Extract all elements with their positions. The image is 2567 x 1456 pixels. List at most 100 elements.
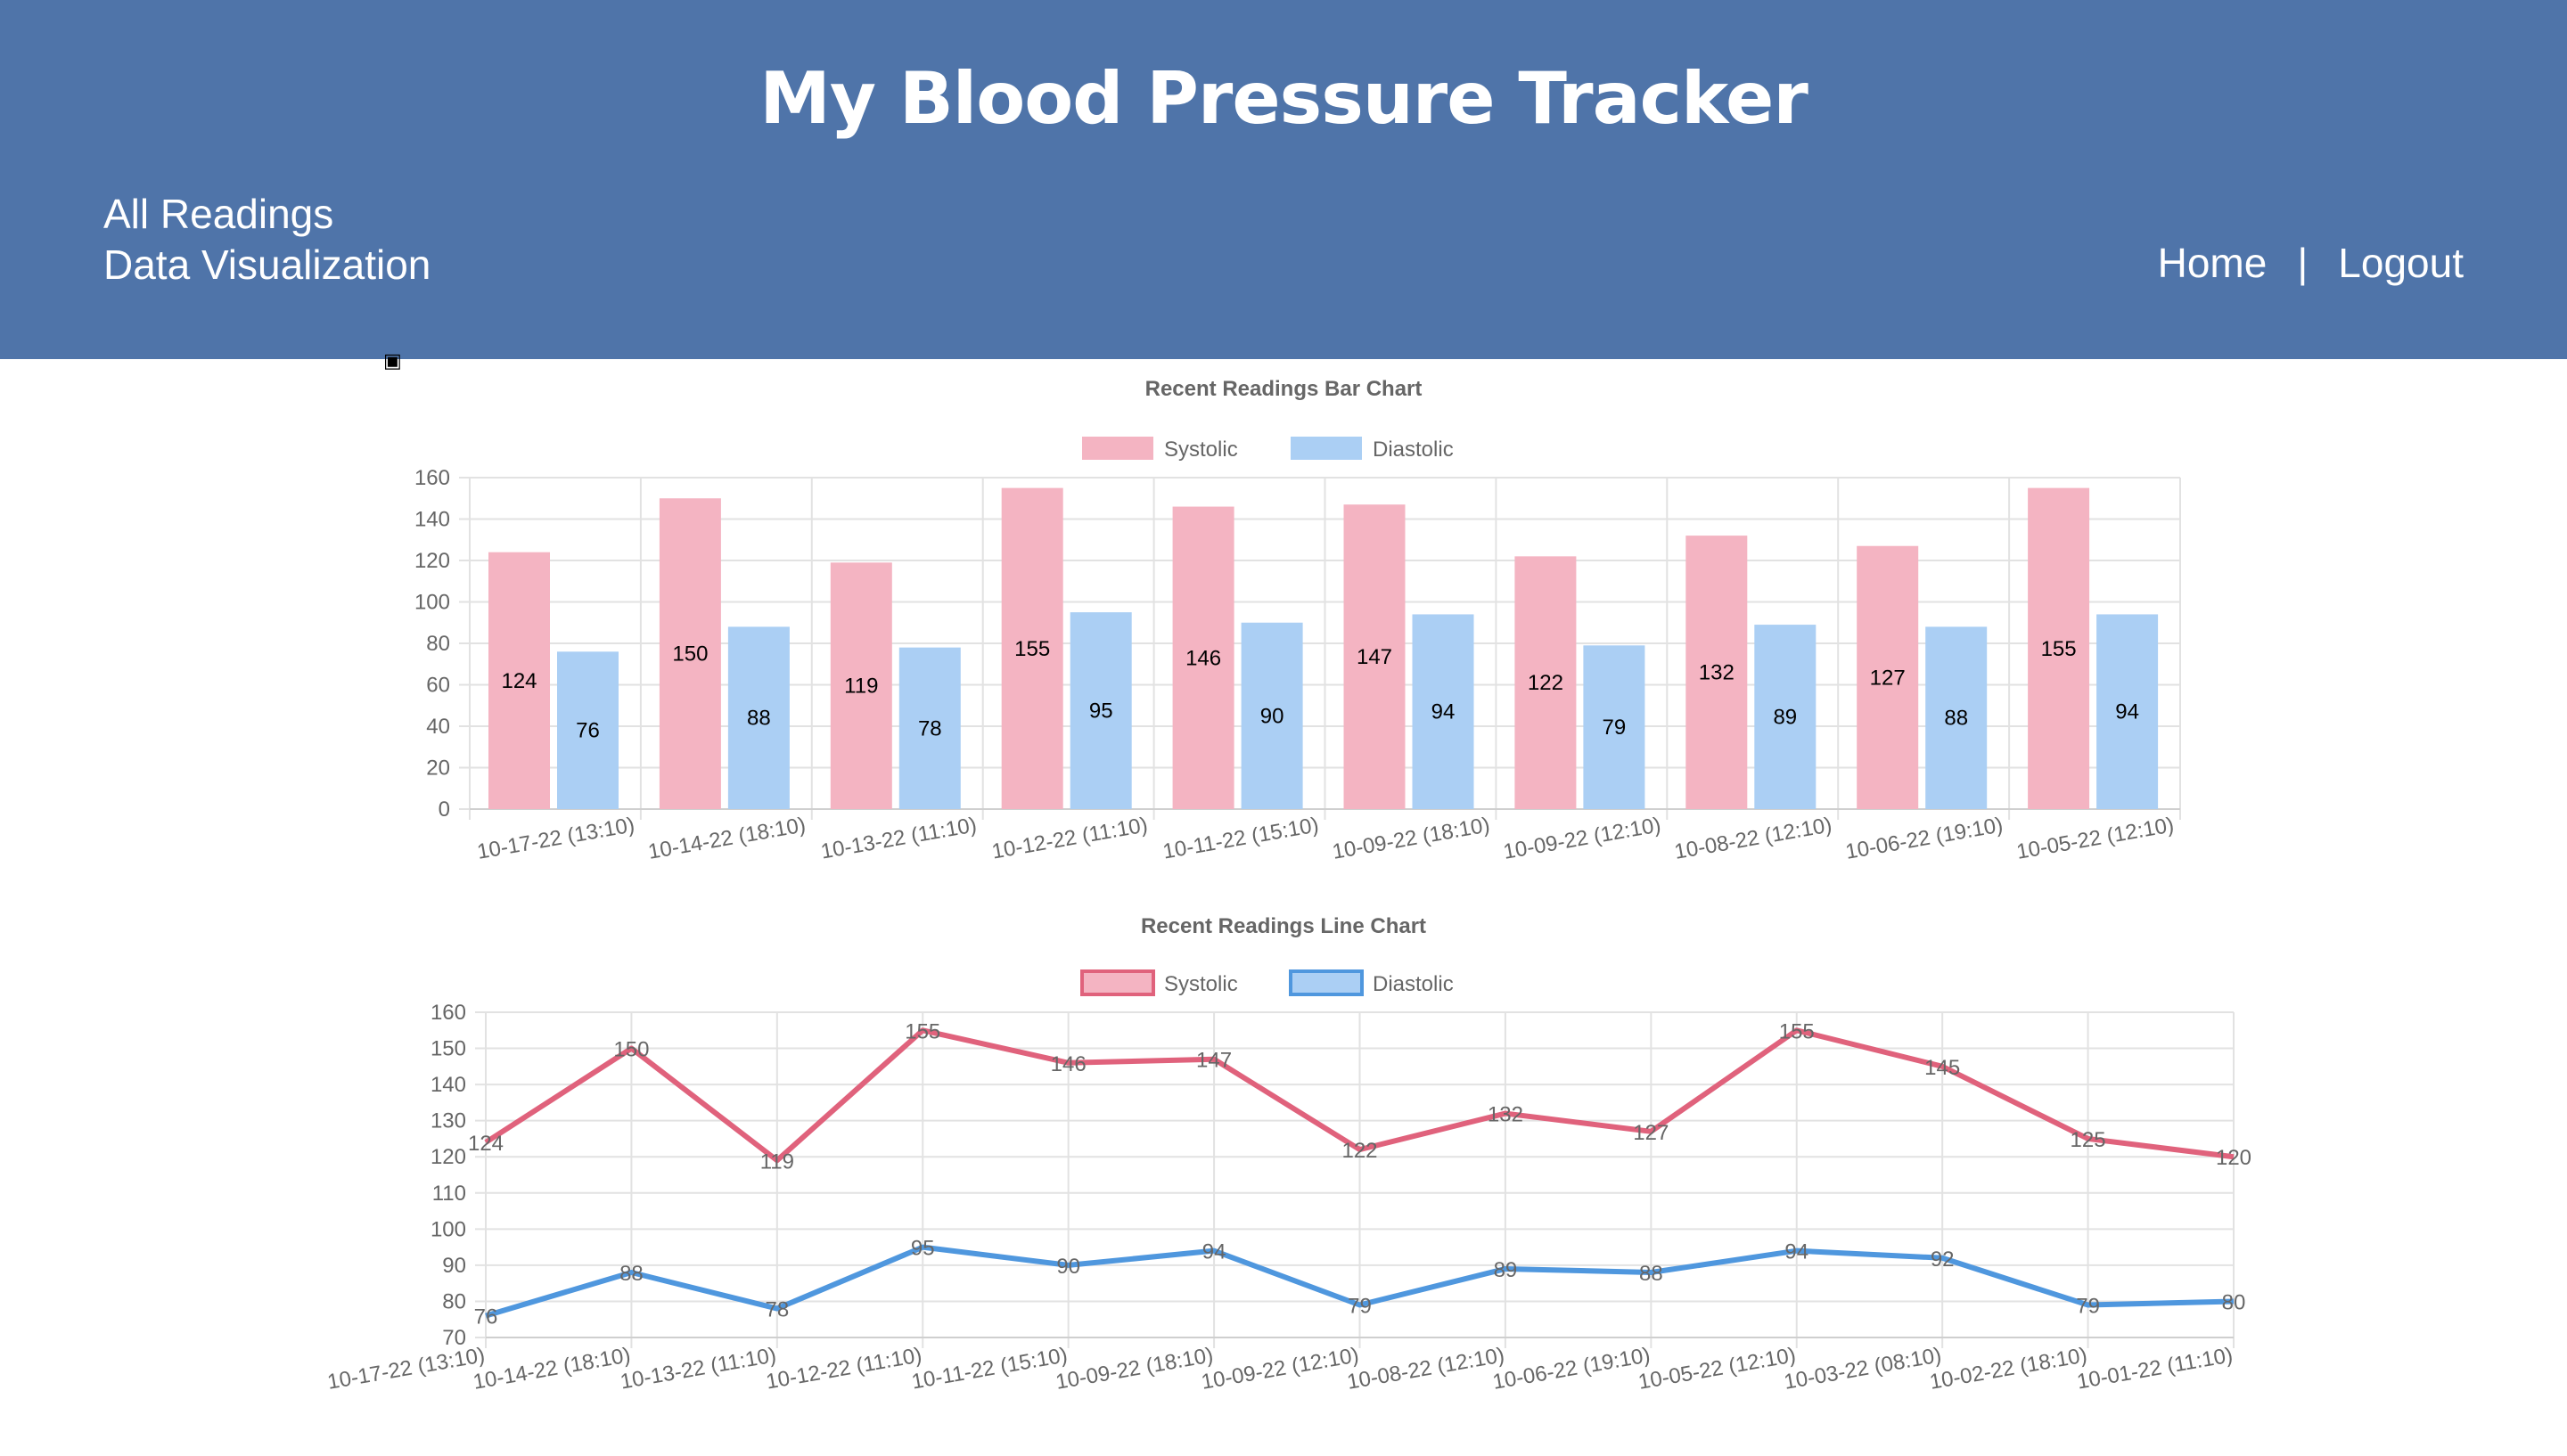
bar-diastolic [1925,626,1988,809]
bar-value-label-diastolic: 78 [918,716,942,740]
point-value-label-systolic: 132 [1488,1103,1523,1127]
bar-diastolic [1070,612,1132,809]
point-value-label-systolic: 150 [613,1038,649,1062]
bar-diastolic [1241,622,1303,809]
legend-swatch-diastolic [1289,969,1364,996]
legend-label-systolic: Systolic [1164,972,1238,996]
point-value-label-diastolic: 78 [765,1298,789,1322]
bar-value-label-diastolic: 89 [1773,706,1797,730]
bar-systolic [1685,536,1748,809]
point-value-label-systolic: 124 [468,1132,504,1156]
x-tick-label: 10-05-22 (12:10) [1636,1343,1798,1395]
x-tick-label: 10-06-22 (19:10) [1491,1343,1653,1395]
nav-link-home[interactable]: Home [2157,240,2268,286]
bar-value-label-systolic: 132 [1699,661,1735,685]
x-tick-label: 10-17-22 (13:10) [475,813,636,864]
legend-label-diastolic: Diastolic [1373,972,1454,996]
bar-value-label-systolic: 122 [1528,671,1563,695]
point-value-label-diastolic: 89 [1494,1258,1518,1282]
bar-systolic [659,498,721,809]
bar-diastolic [1754,625,1817,809]
point-value-label-diastolic: 80 [2222,1290,2246,1314]
x-tick-label: 10-13-22 (11:10) [619,1343,778,1394]
bar-chart-title: Recent Readings Bar Chart [1145,377,1423,401]
bar-diastolic [898,647,961,809]
bar-systolic [1172,506,1234,809]
point-value-label-diastolic: 94 [1784,1240,1808,1264]
line-chart-title: Recent Readings Line Chart [1141,914,1426,938]
x-tick-label: 10-09-22 (12:10) [1200,1343,1361,1395]
point-value-label-diastolic: 79 [2076,1295,2100,1319]
x-tick-label: 10-01-22 (11:10) [2075,1343,2235,1394]
bar-diastolic [557,651,619,809]
line-series-diastolic [485,1244,2235,1319]
x-tick-label: 10-09-22 (18:10) [1331,813,1492,864]
bar-diastolic [1412,614,1474,809]
legend-label-diastolic: Diastolic [1373,438,1454,462]
nav-link-logout[interactable]: Logout [2338,240,2464,286]
nav-link-data-visualization[interactable]: Data Visualization [103,241,431,288]
x-tick-label: 10-08-22 (12:10) [1345,1343,1506,1395]
broken-image-icon: ▣ [383,349,402,372]
x-tick-label: 10-13-22 (11:10) [819,813,979,863]
y-tick-label: 20 [426,757,450,781]
bar-value-label-systolic: 127 [1870,666,1906,690]
bar-value-label-systolic: 150 [672,642,708,667]
y-tick-label: 140 [414,508,450,532]
x-tick-label: 10-11-22 (15:10) [910,1343,1070,1394]
y-tick-label: 140 [431,1073,466,1097]
x-tick-label: 10-17-22 (13:10) [325,1343,487,1395]
x-tick-label: 10-12-22 (11:10) [764,1343,923,1394]
bar-diastolic [2096,614,2159,809]
bar-systolic [1001,487,1063,809]
legend-swatch-diastolic [1291,437,1362,460]
x-tick-label: 10-02-22 (18:10) [1928,1343,2089,1395]
point-value-label-systolic: 155 [1779,1019,1815,1043]
main-nav: All Readings Data Visualization [103,189,431,290]
bar-value-label-diastolic: 95 [1089,699,1113,724]
x-tick-label: 10-09-22 (12:10) [1502,813,1663,864]
point-value-label-diastolic: 88 [619,1262,644,1286]
bar-systolic [830,562,892,809]
y-tick-label: 130 [431,1109,466,1133]
x-tick-label: 10-05-22 (12:10) [2014,813,2176,864]
point-value-label-systolic: 155 [905,1019,940,1043]
point-value-label-diastolic: 76 [474,1305,498,1329]
bar-systolic [1343,504,1406,809]
bar-diastolic [1583,645,1645,809]
point-value-label-diastolic: 79 [1348,1295,1372,1319]
point-value-label-systolic: 120 [2216,1146,2251,1170]
bar-value-label-diastolic: 79 [1603,716,1627,740]
point-value-label-diastolic: 94 [1202,1240,1226,1264]
point-value-label-systolic: 127 [1633,1121,1669,1145]
site-header: My Blood Pressure Tracker All Readings D… [0,0,2567,359]
bar-value-label-diastolic: 88 [747,707,771,731]
y-tick-label: 40 [426,715,450,739]
point-value-label-systolic: 122 [1341,1139,1377,1163]
bar-systolic [1514,556,1577,809]
bar-value-label-systolic: 119 [844,675,878,699]
x-tick-label: 10-11-22 (15:10) [1161,813,1321,863]
point-value-label-diastolic: 92 [1931,1247,1955,1272]
x-tick-label: 10-08-22 (12:10) [1673,813,1834,864]
point-value-label-systolic: 147 [1196,1049,1232,1073]
x-tick-label: 10-14-22 (18:10) [646,813,808,864]
nav-link-all-readings[interactable]: All Readings [103,191,334,237]
x-tick-label: 10-14-22 (18:10) [472,1343,633,1395]
y-tick-label: 90 [442,1254,466,1278]
user-nav: Home | Logout [2158,239,2464,287]
bar-value-label-systolic: 155 [2041,637,2077,661]
line-series-systolic [484,1027,2235,1164]
point-value-label-systolic: 145 [1924,1056,1960,1080]
bar-value-label-diastolic: 76 [576,719,600,743]
y-tick-label: 100 [414,591,450,615]
y-tick-label: 120 [414,549,450,573]
bar-value-label-systolic: 147 [1357,645,1392,669]
legend-swatch-systolic [1080,969,1155,996]
y-tick-label: 150 [431,1037,466,1061]
point-value-label-systolic: 125 [2071,1128,2106,1152]
point-value-label-systolic: 119 [760,1149,794,1174]
y-tick-label: 100 [431,1217,466,1241]
bar-systolic [1857,545,1919,809]
y-tick-label: 120 [431,1145,466,1169]
